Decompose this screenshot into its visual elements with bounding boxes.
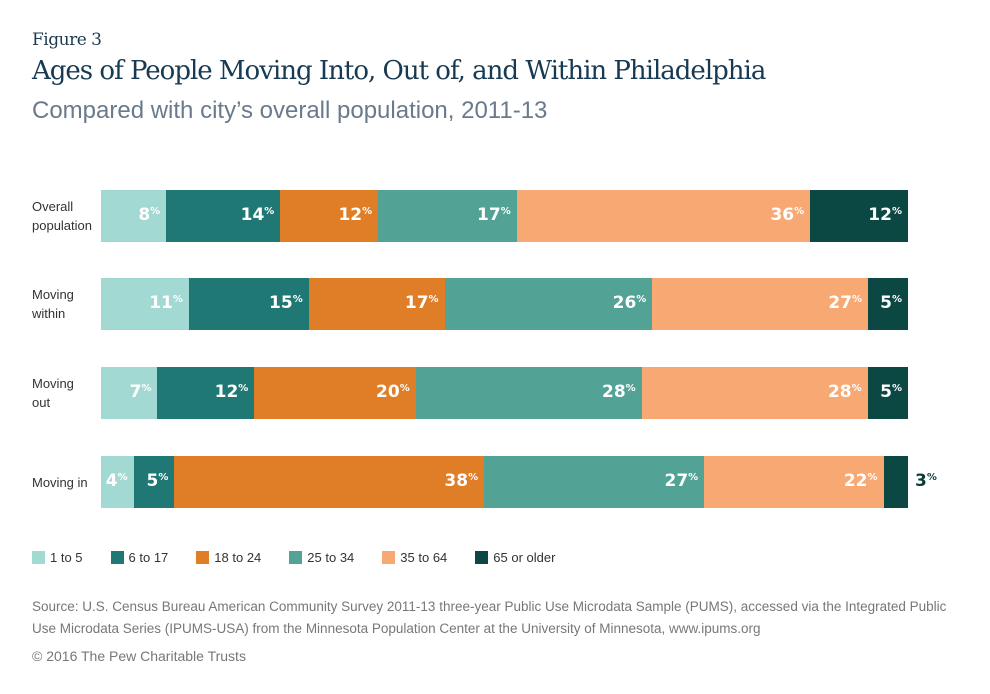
legend-swatch [289, 551, 303, 564]
row-label: Overall population [32, 197, 102, 235]
bar-segment [101, 278, 189, 330]
data-label: 26% [612, 293, 647, 313]
data-label: 12% [868, 205, 902, 225]
bar-segment [166, 190, 281, 242]
bar-segment [101, 190, 167, 242]
bar-segment [308, 278, 445, 330]
data-label: 8% [138, 205, 161, 225]
bar-segment [883, 456, 908, 508]
bar-segment [254, 367, 416, 419]
bar-segment [704, 456, 884, 508]
legend-label: 6 to 17 [128, 550, 169, 565]
legend-label: 1 to 5 [50, 550, 83, 565]
legend-item: 18 to 24 [196, 550, 261, 565]
bar-segment [444, 278, 653, 330]
row-label: Moving in [32, 473, 102, 492]
data-label: 28% [827, 382, 862, 402]
legend-label: 35 to 64 [400, 550, 448, 565]
data-label: 5% [880, 293, 902, 313]
data-label: 36% [770, 205, 805, 225]
legend-swatch [32, 551, 45, 564]
data-label: 22% [843, 471, 878, 491]
legend-label: 65 or older [493, 550, 556, 565]
data-label: 4% [105, 471, 128, 491]
bar-segment [867, 367, 908, 419]
bar-segment [101, 367, 158, 419]
bar-segment [484, 456, 705, 508]
data-label: 17% [477, 205, 511, 225]
data-label: 11% [149, 293, 183, 313]
row-label-line: Moving [32, 376, 74, 391]
row-label-line: out [32, 395, 51, 410]
row-label: Moving out [32, 374, 102, 412]
chart-subtitle: Compared with city’s overall population,… [32, 97, 548, 124]
legend-swatch [196, 551, 210, 564]
data-label: 14% [240, 205, 275, 225]
bar-segment [810, 190, 908, 242]
bar-segment [188, 278, 309, 330]
chart-title: Ages of People Moving Into, Out of, and … [32, 56, 766, 86]
data-label: 27% [664, 471, 699, 491]
data-label: 5% [146, 471, 169, 491]
data-label: 12% [214, 382, 249, 402]
data-label: 27% [828, 293, 863, 313]
legend-item: 35 to 64 [382, 550, 447, 565]
legend-label: 18 to 24 [214, 550, 262, 565]
data-label: 38% [444, 471, 479, 491]
legend-item: 25 to 34 [289, 550, 354, 565]
source-note: Source: U.S. Census Bureau American Comm… [32, 599, 947, 636]
bar-segment [133, 456, 175, 508]
row-label: Moving within [32, 285, 102, 323]
bar-segment [652, 278, 869, 330]
bar-segment [101, 456, 134, 508]
legend-item: 6 to 17 [110, 550, 169, 565]
data-label: 15% [269, 293, 303, 313]
legend-label: 25 to 34 [307, 550, 355, 565]
copyright: © 2016 The Pew Charitable Trusts [32, 648, 246, 664]
bar-segment [415, 367, 642, 419]
bar-segment [378, 190, 517, 242]
row-label-line: population [32, 218, 92, 233]
row-label-line: Moving [32, 287, 74, 302]
bar-segment [868, 278, 908, 330]
row-label-line: within [32, 306, 66, 321]
data-label: 28% [601, 382, 636, 402]
legend-swatch [475, 551, 489, 564]
legend-item: 65 or older [475, 550, 555, 565]
data-label: 3% [915, 471, 937, 491]
legend-swatch [110, 551, 124, 564]
legend-item: 1 to 5 [32, 550, 83, 565]
bar-segment [516, 190, 811, 242]
legend-swatch [382, 551, 396, 564]
data-label: 7% [129, 382, 152, 402]
data-label: 5% [880, 382, 902, 402]
data-label: 20% [376, 382, 410, 402]
data-label: 12% [338, 205, 373, 225]
bar-segment [641, 367, 868, 419]
legend: 1 to 5 6 to 17 18 to 24 25 to 34 35 to 64 65 … [32, 550, 583, 565]
figure-label: Figure 3 [32, 30, 102, 50]
bar-segment [157, 367, 255, 419]
data-label: 17% [404, 293, 439, 313]
row-label-line: Overall [32, 199, 74, 214]
row-label-line: Moving in [32, 474, 88, 490]
bar-segment [174, 456, 485, 508]
bar-segment [280, 190, 379, 242]
